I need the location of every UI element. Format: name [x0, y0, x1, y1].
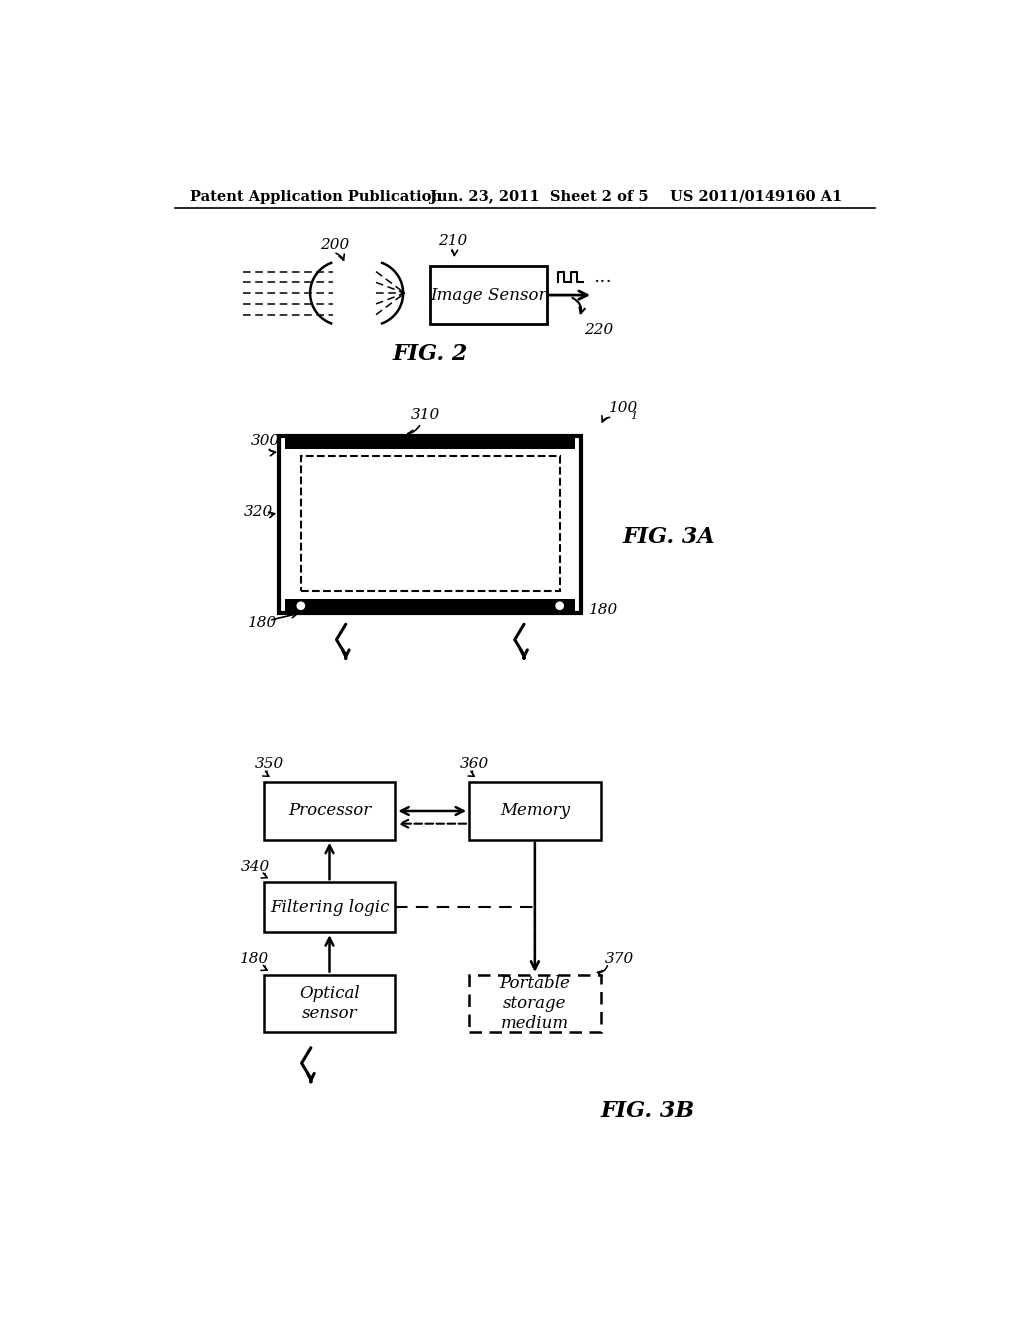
- Text: Jun. 23, 2011  Sheet 2 of 5: Jun. 23, 2011 Sheet 2 of 5: [430, 190, 649, 203]
- Text: FIG. 3B: FIG. 3B: [601, 1100, 695, 1122]
- Text: 340: 340: [241, 859, 269, 874]
- Text: 100: 100: [608, 401, 638, 416]
- Text: Memory: Memory: [500, 803, 570, 820]
- Text: 360: 360: [460, 758, 488, 771]
- Text: Image Sensor: Image Sensor: [430, 286, 547, 304]
- Bar: [430, 267, 547, 323]
- Bar: [263, 974, 395, 1032]
- Bar: [286, 599, 575, 612]
- Text: Filtering logic: Filtering logic: [269, 899, 389, 916]
- Text: 210: 210: [438, 234, 467, 248]
- Text: Portable
storage
medium: Portable storage medium: [500, 975, 570, 1031]
- Bar: [301, 455, 560, 591]
- Bar: [469, 781, 601, 840]
- Bar: [263, 781, 395, 840]
- Text: 220: 220: [584, 323, 613, 337]
- Text: 350: 350: [254, 758, 284, 771]
- Bar: [263, 882, 395, 932]
- Bar: [286, 436, 575, 449]
- Bar: [469, 974, 601, 1032]
- Bar: [280, 436, 582, 612]
- Text: 370: 370: [604, 952, 634, 966]
- Text: 180: 180: [241, 952, 269, 966]
- Text: Optical
sensor: Optical sensor: [299, 985, 359, 1022]
- Circle shape: [295, 601, 306, 611]
- Text: 320: 320: [245, 506, 273, 520]
- Text: FIG. 3A: FIG. 3A: [623, 527, 715, 548]
- Text: ...: ...: [593, 268, 611, 286]
- Text: 180: 180: [589, 603, 618, 618]
- Text: 200: 200: [321, 239, 349, 252]
- Text: Patent Application Publication: Patent Application Publication: [190, 190, 442, 203]
- Text: 300: 300: [251, 434, 280, 447]
- Text: FIG. 2: FIG. 2: [392, 343, 468, 366]
- Text: 310: 310: [411, 408, 440, 421]
- Text: 1: 1: [630, 411, 637, 421]
- Circle shape: [554, 601, 565, 611]
- Text: US 2011/0149160 A1: US 2011/0149160 A1: [671, 190, 843, 203]
- Text: 180: 180: [248, 615, 278, 630]
- Text: Processor: Processor: [288, 803, 371, 820]
